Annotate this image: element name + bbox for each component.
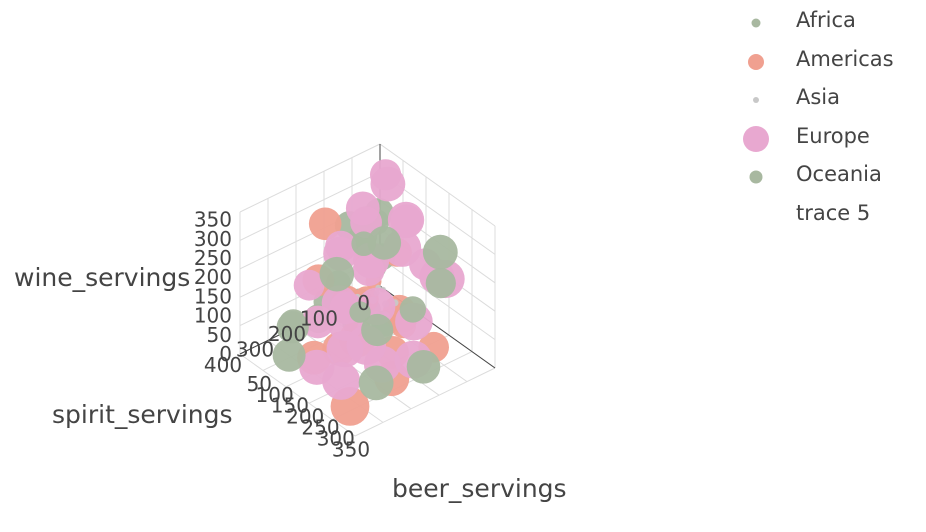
point-europe-24 — [293, 269, 325, 301]
point-europe-25 — [352, 254, 385, 287]
point-europe-1 — [370, 166, 406, 202]
point-oceania-2 — [361, 313, 394, 347]
legend-marker — [749, 170, 763, 184]
x-tick-50: 50 — [247, 372, 272, 396]
y-tick-200: 200 — [268, 322, 306, 346]
z-tick-300: 300 — [194, 227, 232, 251]
point-oceania-11 — [399, 296, 426, 323]
y-axis-title: spirit_servings — [52, 400, 233, 429]
point-oceania-0 — [367, 226, 402, 260]
z-axis-title: wine_servings — [14, 263, 190, 292]
point-oceania-9 — [276, 311, 309, 344]
point-oceania-1 — [422, 234, 458, 270]
point-europe-18 — [299, 349, 335, 385]
legend-label: Americas — [796, 46, 894, 71]
z-tick-150: 150 — [194, 284, 232, 308]
tick-labels: 0501001502002503003500100200300400501001… — [194, 208, 370, 462]
legend-marker — [751, 18, 761, 28]
data-points — [272, 159, 465, 426]
y-tick-0: 0 — [357, 291, 370, 315]
legend-label: Asia — [796, 85, 841, 109]
y-tick-400: 400 — [204, 353, 242, 377]
z-tick-50: 50 — [207, 323, 232, 347]
x-tick-350: 350 — [332, 437, 370, 461]
x-tick-250: 250 — [301, 416, 339, 440]
z-tick-0: 0 — [219, 342, 232, 366]
x-axis-title: beer_servings — [392, 474, 567, 503]
z-tick-100: 100 — [194, 304, 232, 328]
point-oceania-7 — [319, 256, 355, 292]
legend-label: Oceania — [796, 162, 882, 186]
point-oceania-8 — [425, 268, 456, 299]
legend-marker — [743, 125, 769, 152]
legend-marker — [753, 97, 759, 103]
x-tick-200: 200 — [286, 405, 324, 429]
x-tick-100: 100 — [256, 383, 294, 407]
y-tick-100: 100 — [300, 307, 338, 331]
legend-marker — [748, 53, 764, 70]
x-tick-150: 150 — [271, 394, 309, 418]
point-oceania-6 — [358, 365, 394, 401]
point-oceania-4 — [351, 231, 377, 256]
point-oceania-3 — [272, 338, 306, 372]
point-europe-19 — [301, 305, 335, 339]
z-tick-350: 350 — [194, 208, 232, 232]
legend-label: trace 5 — [796, 200, 871, 225]
legend-label: Europe — [796, 123, 870, 148]
point-europe-8 — [325, 230, 357, 263]
point-americas-10 — [308, 207, 342, 241]
x-tick-300: 300 — [317, 426, 355, 450]
y-tick-300: 300 — [236, 338, 274, 362]
point-oceania-5 — [349, 301, 371, 323]
legend-label: Africa — [796, 8, 856, 32]
z-tick-250: 250 — [194, 246, 232, 270]
point-europe-4 — [387, 201, 425, 239]
point-oceania-10 — [406, 350, 441, 384]
z-tick-200: 200 — [194, 265, 232, 289]
